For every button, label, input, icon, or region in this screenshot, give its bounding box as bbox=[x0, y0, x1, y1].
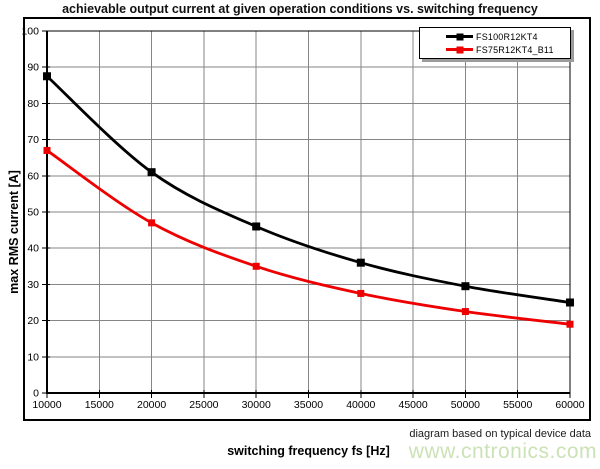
x-tick-label: 30000 bbox=[242, 399, 271, 411]
watermark: www.cntronics.com bbox=[408, 440, 597, 463]
legend-line-sample bbox=[446, 33, 473, 40]
x-tick-label: 20000 bbox=[137, 399, 166, 411]
x-tick-label: 40000 bbox=[346, 399, 375, 411]
y-tick-label: 0 bbox=[33, 388, 39, 400]
y-tick-label: 30 bbox=[27, 279, 39, 291]
x-tick-label: 35000 bbox=[294, 399, 323, 411]
x-tick-label: 25000 bbox=[189, 399, 218, 411]
legend: FS100R12KT4 FS75R12KT4_B11 bbox=[419, 27, 571, 59]
series-line-1 bbox=[45, 149, 572, 326]
y-axis-label: max RMS current [A] bbox=[7, 170, 21, 294]
footnote: diagram based on typical device data bbox=[409, 428, 591, 440]
y-tick-label: 70 bbox=[27, 134, 39, 146]
series-1-marker bbox=[252, 262, 260, 270]
series-0-marker bbox=[566, 298, 574, 307]
series-1-marker bbox=[461, 308, 469, 316]
legend-label: FS75R12KT4_B11 bbox=[476, 44, 554, 55]
x-tick-label: 60000 bbox=[555, 399, 584, 411]
series-1-marker bbox=[566, 320, 574, 328]
series-0-marker bbox=[252, 222, 261, 231]
x-tick-label: 10000 bbox=[32, 399, 61, 411]
y-tick-label: 100 bbox=[21, 26, 39, 38]
y-tick-label: 80 bbox=[27, 98, 39, 110]
x-tick-label: 45000 bbox=[398, 399, 427, 411]
legend-item: FS75R12KT4_B11 bbox=[446, 43, 568, 56]
series-0-marker bbox=[356, 258, 365, 267]
y-tick-label: 50 bbox=[27, 207, 39, 219]
legend-square-marker-icon bbox=[456, 46, 463, 53]
series-0-marker bbox=[461, 282, 470, 291]
series-0-marker bbox=[43, 72, 51, 81]
x-tick-label: 50000 bbox=[451, 399, 480, 411]
legend-item: FS100R12KT4 bbox=[446, 30, 568, 43]
chart-title: achievable output current at given opera… bbox=[62, 2, 538, 16]
series-1-marker bbox=[43, 146, 51, 154]
x-axis-label: switching frequency fs [Hz] bbox=[227, 444, 390, 458]
y-tick-label: 90 bbox=[27, 62, 39, 74]
legend-label: FS100R12KT4 bbox=[476, 31, 538, 42]
y-tick-label: 20 bbox=[27, 315, 39, 327]
series-1-marker bbox=[357, 289, 365, 297]
y-tick-label: 60 bbox=[27, 170, 39, 182]
y-tick-label: 10 bbox=[27, 351, 39, 363]
x-tick-label: 55000 bbox=[503, 399, 532, 411]
series-0-marker bbox=[147, 168, 156, 177]
legend-line-sample bbox=[446, 46, 473, 53]
series-line-0 bbox=[45, 74, 572, 304]
x-tick-label: 15000 bbox=[85, 399, 114, 411]
series-1-marker bbox=[148, 219, 156, 227]
legend-square-marker-icon bbox=[456, 33, 463, 40]
chart-frame bbox=[23, 17, 591, 421]
y-tick-label: 40 bbox=[27, 243, 39, 255]
